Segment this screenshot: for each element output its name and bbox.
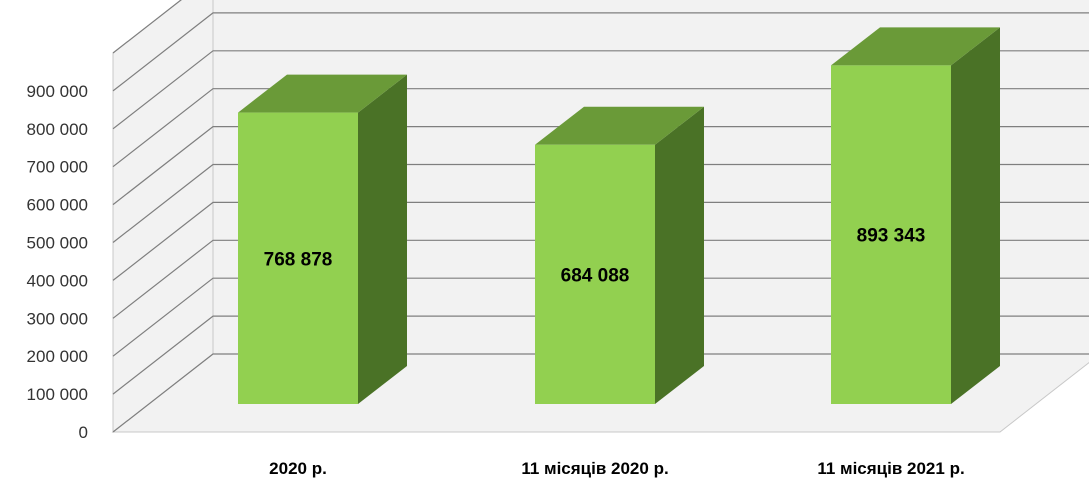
y-tick-label: 300 000 bbox=[27, 309, 88, 328]
gridline bbox=[112, 0, 182, 54]
data-label: 684 088 bbox=[561, 265, 630, 286]
bar-side bbox=[358, 74, 407, 404]
bar-side bbox=[655, 106, 704, 404]
x-axis-category-labels: 2020 р. 11 місяців 2020 р. 11 місяців 2021… bbox=[269, 459, 965, 478]
y-tick-label: 600 000 bbox=[27, 196, 88, 215]
y-tick-label: 800 000 bbox=[27, 120, 88, 139]
data-label: 893 343 bbox=[857, 226, 926, 247]
bar-front bbox=[831, 65, 951, 404]
y-tick-label: 900 000 bbox=[27, 82, 88, 101]
gridline bbox=[112, 201, 1089, 281]
y-tick-label: 100 000 bbox=[27, 385, 88, 404]
y-tick-label: 700 000 bbox=[27, 158, 88, 177]
gridline bbox=[112, 88, 1089, 168]
gridline bbox=[112, 12, 1089, 92]
gridline bbox=[112, 315, 1089, 395]
gridline bbox=[112, 277, 1089, 357]
y-tick-label: 400 000 bbox=[27, 271, 88, 290]
bar-top bbox=[238, 74, 407, 113]
y-tick-label: 200 000 bbox=[27, 347, 88, 366]
y-tick-label: 0 bbox=[79, 423, 88, 442]
gridline bbox=[112, 239, 1089, 319]
bar-side bbox=[951, 27, 1000, 404]
bar: 768 878 bbox=[238, 74, 407, 404]
y-tick-label: 500 000 bbox=[27, 234, 88, 253]
bar-top bbox=[535, 106, 704, 145]
gridline bbox=[112, 353, 1089, 433]
data-label: 768 878 bbox=[264, 249, 333, 270]
bar-front bbox=[238, 112, 358, 404]
y-axis-tick-labels: 0 100 000 200 000 300 000 400 000 500 000 600 … bbox=[27, 82, 88, 442]
x-category-label: 2020 р. bbox=[269, 459, 327, 478]
gridline bbox=[112, 125, 1089, 206]
gridlines bbox=[112, 0, 1089, 433]
bar-top bbox=[831, 27, 1000, 66]
bar: 684 088 bbox=[535, 106, 704, 404]
gridline bbox=[112, 163, 1089, 243]
x-category-label: 11 місяців 2020 р. bbox=[521, 459, 668, 478]
gridline bbox=[112, 50, 1089, 130]
x-category-label: 11 місяців 2021 р. bbox=[817, 459, 964, 478]
bar: 893 343 bbox=[831, 27, 1000, 404]
bars: 768 878 684 088 893 343 bbox=[238, 27, 1000, 404]
bar-front bbox=[535, 144, 655, 404]
